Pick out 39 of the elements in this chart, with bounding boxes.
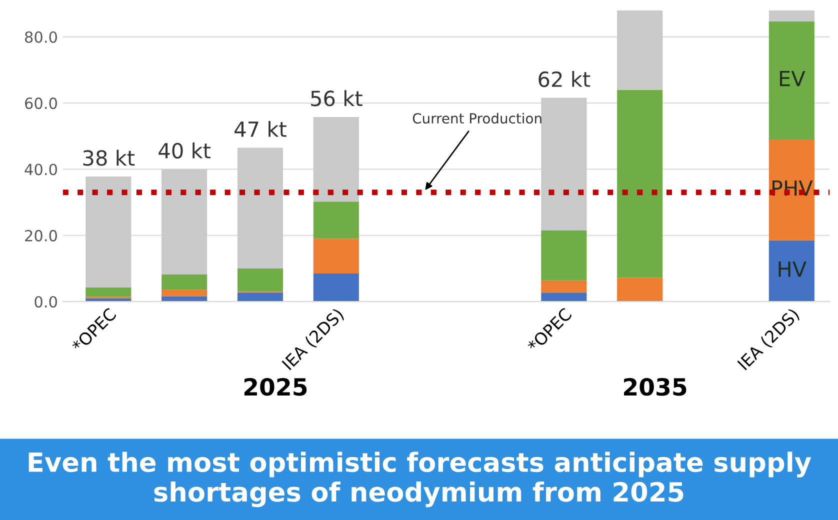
bar [617,90,663,278]
bar [541,230,587,280]
bar [237,292,284,302]
total-label: 38 kt [83,150,135,166]
bar [768,139,814,240]
ref-line-label: Current Production [412,112,542,124]
bar [541,98,587,230]
series-label: EV [780,70,806,86]
y-tick-label: 80.0 [25,31,57,43]
y-tick-label: 40.0 [24,164,57,176]
bar [617,10,663,90]
bar [162,169,208,274]
bar [541,280,587,293]
bar [313,238,359,274]
bar [313,202,359,239]
bar [237,148,284,269]
total-label: 47 kt [234,120,286,137]
bar [768,21,814,140]
series-label: HV [778,262,806,277]
bar [617,278,663,302]
total-label: 40 kt [158,142,211,159]
total-label: 62 kt [538,70,590,88]
bar [162,274,208,290]
bar [313,116,359,202]
bar [541,292,587,302]
bar [86,287,132,297]
text: 2025 [244,378,307,396]
y-tick-label: 20.0 [25,230,57,242]
text: Even the most optimistic forecasts anticipate supply shortages of neodymium from 2025 [28,452,812,508]
bar [86,176,132,288]
y-tick-label: 60.0 [25,98,57,110]
bar [162,290,208,296]
total-label: 56 kt [311,90,362,106]
bar [768,10,814,22]
bar [313,273,359,302]
bar [768,240,814,302]
bar [237,268,284,292]
text: 2035 [624,378,686,396]
y-tick-label: 0.0 [34,296,57,308]
